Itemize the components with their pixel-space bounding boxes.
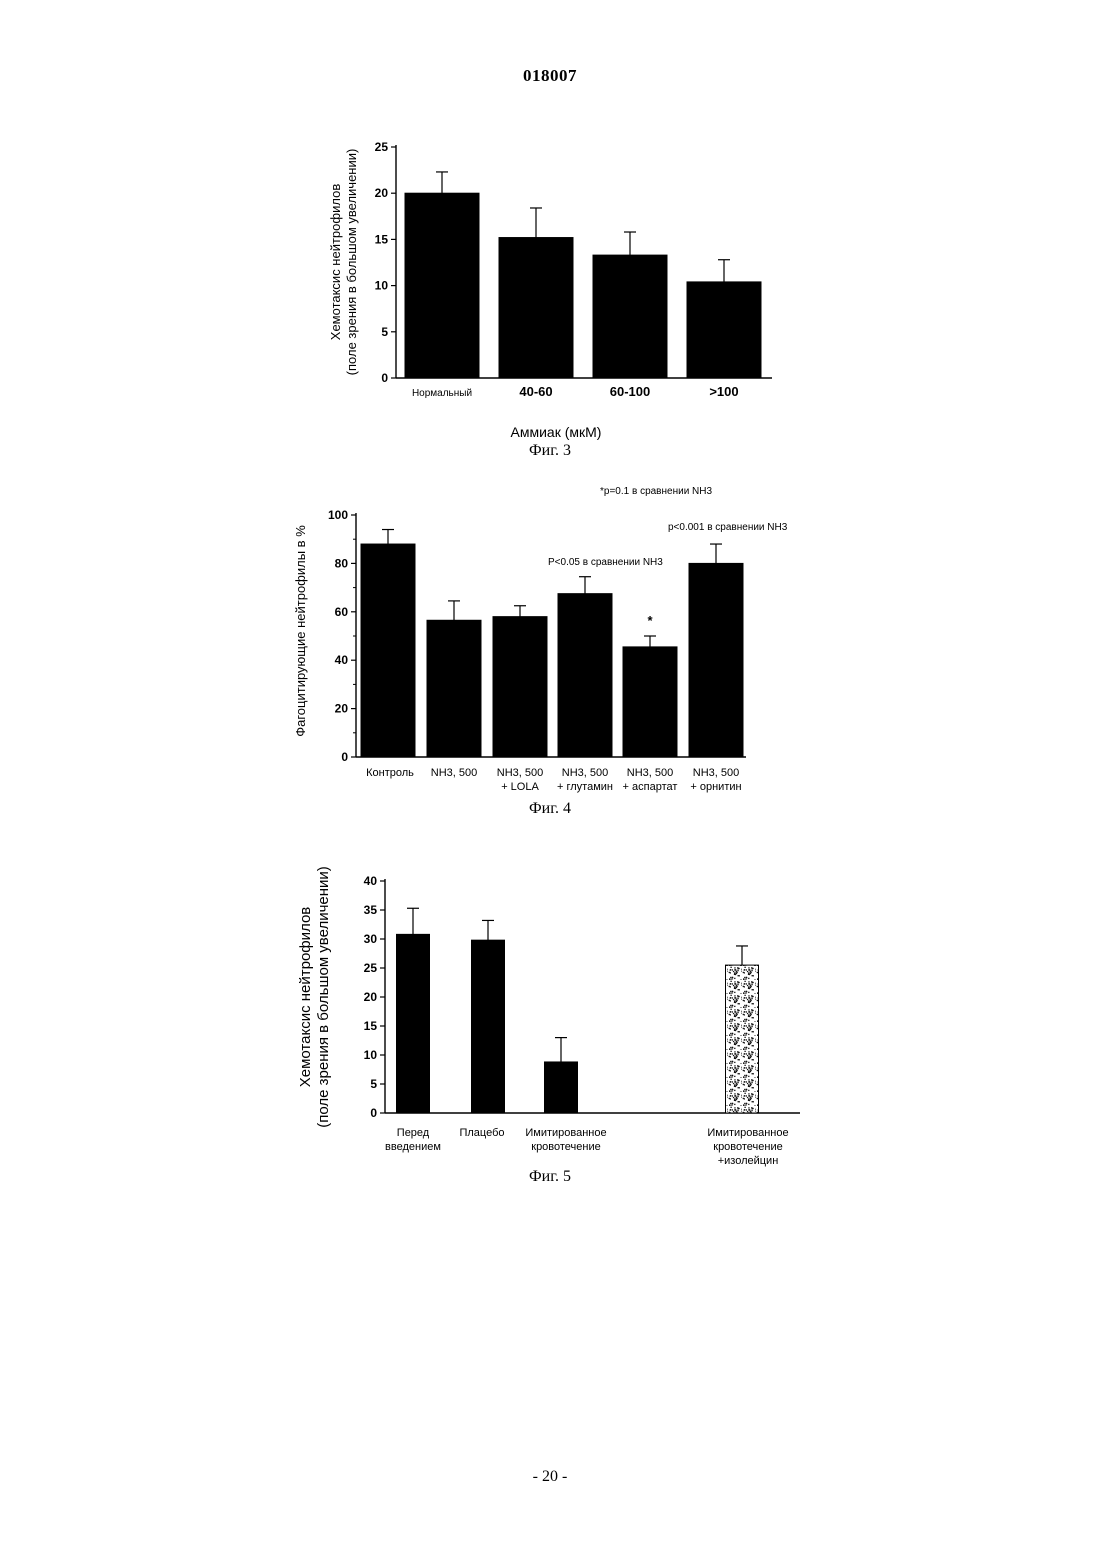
y-tick-label: 10 — [364, 1048, 378, 1062]
bar — [726, 965, 759, 1113]
figure-5-chart: 0 5 10 15 20 25 30 35 40 Перед введением Плацебо Ими… — [0, 0, 1100, 1200]
x-category-label: +изолейцин — [718, 1155, 779, 1167]
bar — [545, 1062, 578, 1113]
y-tick-label: 40 — [364, 874, 378, 888]
y-axis-label: Хемотаксис нейтрофилов(поле зрения в бол… — [297, 866, 332, 1128]
figure-5-caption: Фиг. 5 — [0, 1168, 1100, 1186]
x-category-label: Плацебо — [459, 1127, 504, 1139]
y-tick-label: 20 — [364, 990, 378, 1004]
y-tick-label: 30 — [364, 932, 378, 946]
y-tick-label: 5 — [370, 1077, 377, 1091]
y-tick-label: 35 — [364, 903, 378, 917]
x-category-label: Перед — [397, 1127, 430, 1139]
x-category-label: введением — [385, 1141, 441, 1153]
x-category-label: Имитированное — [525, 1127, 606, 1139]
y-axis-label-line: (поле зрения в большом увеличении) — [315, 866, 332, 1128]
x-category-label: Имитированное — [707, 1127, 788, 1139]
y-tick-label: 25 — [364, 961, 378, 975]
x-category-label: кровотечение — [713, 1141, 783, 1153]
bar — [397, 934, 430, 1113]
page-number: - 20 - — [0, 1468, 1100, 1486]
y-axis-label-line: Хемотаксис нейтрофилов — [297, 907, 314, 1088]
bar — [472, 940, 505, 1113]
y-tick-label: 15 — [364, 1019, 378, 1033]
y-tick-label: 0 — [370, 1106, 377, 1120]
x-category-label: кровотечение — [531, 1141, 601, 1153]
